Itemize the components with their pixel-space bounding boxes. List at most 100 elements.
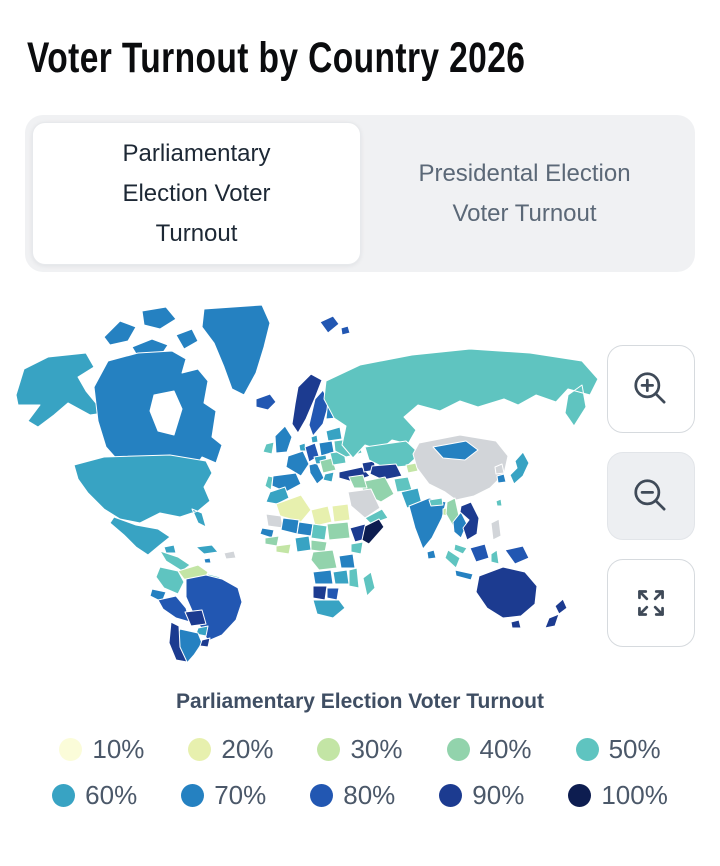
zoom-in-button[interactable] <box>607 345 695 433</box>
region-drc[interactable] <box>310 549 338 571</box>
legend-label: 60% <box>85 780 138 810</box>
region-cameroon-car[interactable] <box>310 539 328 553</box>
region-portugal[interactable] <box>264 475 274 491</box>
region-france[interactable] <box>285 450 310 477</box>
region-central-america[interactable] <box>159 550 191 572</box>
fullscreen-button[interactable] <box>607 559 695 647</box>
region-mauritania[interactable] <box>265 513 284 529</box>
region-greece[interactable] <box>322 471 335 483</box>
region-brazil[interactable] <box>185 574 243 642</box>
region-ireland[interactable] <box>262 441 275 455</box>
region-mexico[interactable] <box>109 516 177 556</box>
region-ivory-ghana[interactable] <box>275 543 292 555</box>
region-angola[interactable] <box>312 569 334 585</box>
region-spain[interactable] <box>271 472 302 493</box>
region-uruguay[interactable] <box>199 637 211 648</box>
region-somalia[interactable] <box>361 518 385 545</box>
region-yemen-oman[interactable] <box>364 508 389 525</box>
region-chile[interactable] <box>168 621 188 663</box>
region-south-korea[interactable] <box>496 473 507 484</box>
zoom-in-icon <box>634 372 666 404</box>
region-sri-lanka[interactable] <box>426 549 437 560</box>
region-nigeria[interactable] <box>294 535 312 553</box>
legend-row: 10% 20% 30% 40% 50% <box>59 734 661 765</box>
region-new-guinea[interactable] <box>504 545 530 565</box>
region-jamaica[interactable] <box>203 557 212 564</box>
legend-swatch <box>317 738 341 761</box>
region-egypt[interactable] <box>331 503 351 523</box>
map-legend: Parliamentary Election Voter Turnout 10%… <box>0 690 720 811</box>
legend-swatch <box>439 784 463 807</box>
region-australia[interactable] <box>475 566 538 619</box>
region-denmark[interactable] <box>310 434 319 444</box>
region-indochina[interactable] <box>459 501 480 541</box>
region-taiwan[interactable] <box>495 498 503 507</box>
region-kenya[interactable] <box>350 541 364 555</box>
region-colombia[interactable] <box>155 566 185 595</box>
region-malaysia[interactable] <box>453 543 468 555</box>
region-borneo[interactable] <box>469 543 490 563</box>
legend-row: 60% 70% 80% 90% 100% <box>52 780 668 811</box>
region-java[interactable] <box>454 569 474 581</box>
zoom-out-button[interactable] <box>607 452 695 540</box>
region-svalbard[interactable] <box>319 315 351 336</box>
region-senegal[interactable] <box>259 527 275 539</box>
region-namibia[interactable] <box>312 585 328 601</box>
region-guinea[interactable] <box>264 535 280 547</box>
region-sulawesi[interactable] <box>490 549 500 565</box>
region-niger[interactable] <box>296 521 314 537</box>
region-mongolia[interactable] <box>432 440 479 461</box>
region-zambia[interactable] <box>332 569 350 585</box>
map-section <box>0 295 720 665</box>
region-saudi-arabia[interactable] <box>347 488 381 519</box>
region-central-asia[interactable] <box>369 463 403 481</box>
region-sudan[interactable] <box>326 521 351 541</box>
legend-item: 20% <box>188 734 273 765</box>
legend-label: 50% <box>608 734 661 764</box>
region-india[interactable] <box>408 497 447 550</box>
world-map[interactable] <box>8 295 603 665</box>
region-mali[interactable] <box>280 517 300 535</box>
region-madagascar[interactable] <box>362 571 376 597</box>
legend-label: 100% <box>601 780 668 810</box>
region-iceland[interactable] <box>255 393 277 411</box>
region-greenland[interactable] <box>201 304 271 396</box>
region-philippines[interactable] <box>490 518 502 541</box>
region-usa[interactable] <box>73 454 213 528</box>
region-iraq-syria[interactable] <box>348 474 368 489</box>
region-north-korea[interactable] <box>494 463 505 475</box>
legend-swatch <box>568 784 592 807</box>
region-new-zealand[interactable] <box>544 598 568 629</box>
tab-presidential[interactable]: Presidental Election Voter Turnout <box>361 122 688 265</box>
legend-swatch <box>575 738 599 761</box>
legend-label: 70% <box>214 780 267 810</box>
region-paraguay[interactable] <box>195 625 209 637</box>
legend-item: 60% <box>52 780 137 811</box>
region-mozambique[interactable] <box>348 567 360 589</box>
region-tanzania[interactable] <box>338 553 356 569</box>
region-alaska[interactable] <box>15 352 105 428</box>
tab-parliamentary[interactable]: Parliamentary Election Voter Turnout <box>32 122 361 265</box>
region-norway[interactable] <box>291 373 323 434</box>
region-bolivia[interactable] <box>184 609 207 627</box>
region-cuba[interactable] <box>195 544 219 555</box>
region-sweden[interactable] <box>308 389 330 437</box>
region-uk[interactable] <box>274 425 293 454</box>
legend-item: 80% <box>310 780 395 811</box>
region-south-africa[interactable] <box>312 599 346 619</box>
legend-label: 80% <box>343 780 396 810</box>
region-nepal[interactable] <box>428 497 444 507</box>
region-tasmania[interactable] <box>510 619 522 629</box>
region-peru[interactable] <box>157 595 191 623</box>
region-botswana[interactable] <box>326 587 340 601</box>
region-kyrgyzstan[interactable] <box>405 462 419 474</box>
region-sumatra[interactable] <box>444 549 461 569</box>
region-hispaniola[interactable] <box>223 550 237 560</box>
region-russia[interactable] <box>323 348 599 459</box>
region-chad[interactable] <box>310 523 328 541</box>
region-libya[interactable] <box>310 505 333 527</box>
legend-item: 40% <box>446 734 532 765</box>
region-algeria[interactable] <box>275 494 312 523</box>
region-japan[interactable] <box>509 451 530 485</box>
region-belarus-baltics[interactable] <box>325 426 343 442</box>
